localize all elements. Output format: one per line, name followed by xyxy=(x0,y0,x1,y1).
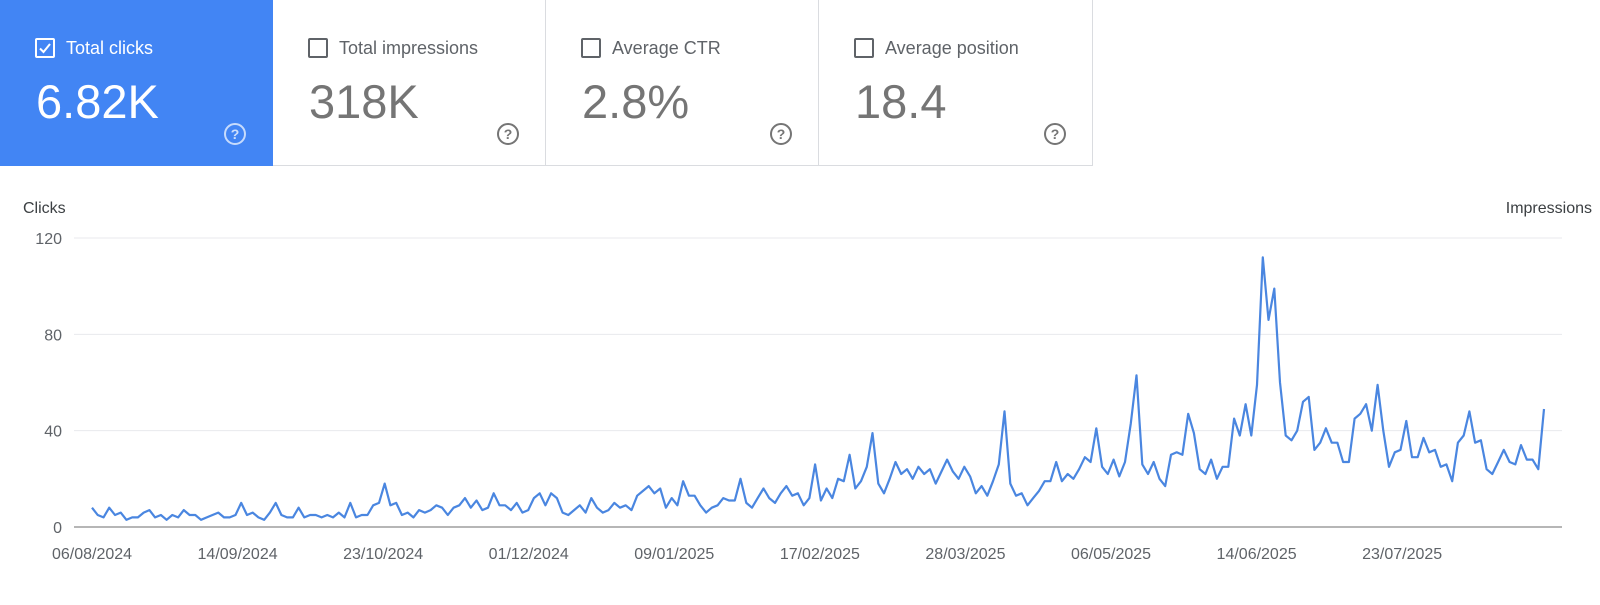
y-axis-ticks: 0 40 80 120 xyxy=(35,231,62,537)
help-icon[interactable]: ? xyxy=(497,123,519,145)
x-tick-label: 14/06/2025 xyxy=(1217,546,1297,563)
metric-label: Total clicks xyxy=(66,38,154,58)
metric-card-average-ctr[interactable]: Average CTR 2.8% ? xyxy=(546,0,819,166)
metric-label: Total impressions xyxy=(339,38,479,58)
checkbox-checked-icon[interactable] xyxy=(35,38,55,58)
checkbox-icon[interactable] xyxy=(854,38,874,58)
metric-card-average-position[interactable]: Average position 18.4 ? xyxy=(819,0,1093,166)
y-axis-title-right: Impressions xyxy=(1506,200,1592,217)
help-icon[interactable]: ? xyxy=(224,123,246,145)
x-tick-label: 06/05/2025 xyxy=(1071,546,1151,563)
metric-value: 18.4 xyxy=(855,75,947,128)
y-tick-label: 40 xyxy=(44,424,62,441)
x-tick-label: 17/02/2025 xyxy=(780,546,860,563)
help-icon[interactable]: ? xyxy=(770,123,792,145)
x-tick-label: 06/08/2024 xyxy=(52,546,132,563)
x-tick-label: 23/07/2025 xyxy=(1362,546,1442,563)
x-tick-label: 28/03/2025 xyxy=(925,546,1005,563)
metric-value: 2.8% xyxy=(582,75,690,128)
metric-cards: Total clicks 6.82K ? Total impressions 3… xyxy=(0,0,1093,166)
performance-chart: Clicks Impressions 0 40 80 120 06/08/2024 14… xyxy=(0,190,1600,605)
y-axis-title-left: Clicks xyxy=(23,200,66,217)
x-tick-label: 01/12/2024 xyxy=(489,546,569,563)
x-tick-label: 09/01/2025 xyxy=(634,546,714,563)
metric-value: 318K xyxy=(309,75,419,128)
y-tick-label: 0 xyxy=(53,520,62,537)
clicks-series-line xyxy=(91,256,1546,521)
line-chart: Clicks Impressions 0 40 80 120 06/08/2024 14… xyxy=(23,200,1592,563)
checkbox-icon[interactable] xyxy=(581,38,601,58)
gridlines xyxy=(74,237,1562,528)
x-tick-label: 14/09/2024 xyxy=(198,546,278,563)
metric-label: Average CTR xyxy=(612,38,721,58)
metric-card-total-clicks[interactable]: Total clicks 6.82K ? xyxy=(0,0,273,166)
x-tick-label: 23/10/2024 xyxy=(343,546,423,563)
help-icon[interactable]: ? xyxy=(1044,123,1066,145)
y-tick-label: 80 xyxy=(44,327,62,344)
checkbox-icon[interactable] xyxy=(308,38,328,58)
y-tick-label: 120 xyxy=(35,231,62,248)
metric-value: 6.82K xyxy=(36,75,159,128)
x-axis-ticks: 06/08/2024 14/09/2024 23/10/2024 01/12/2024… xyxy=(52,546,1442,563)
metric-label: Average position xyxy=(885,38,1019,58)
metric-card-total-impressions[interactable]: Total impressions 318K ? xyxy=(273,0,546,166)
